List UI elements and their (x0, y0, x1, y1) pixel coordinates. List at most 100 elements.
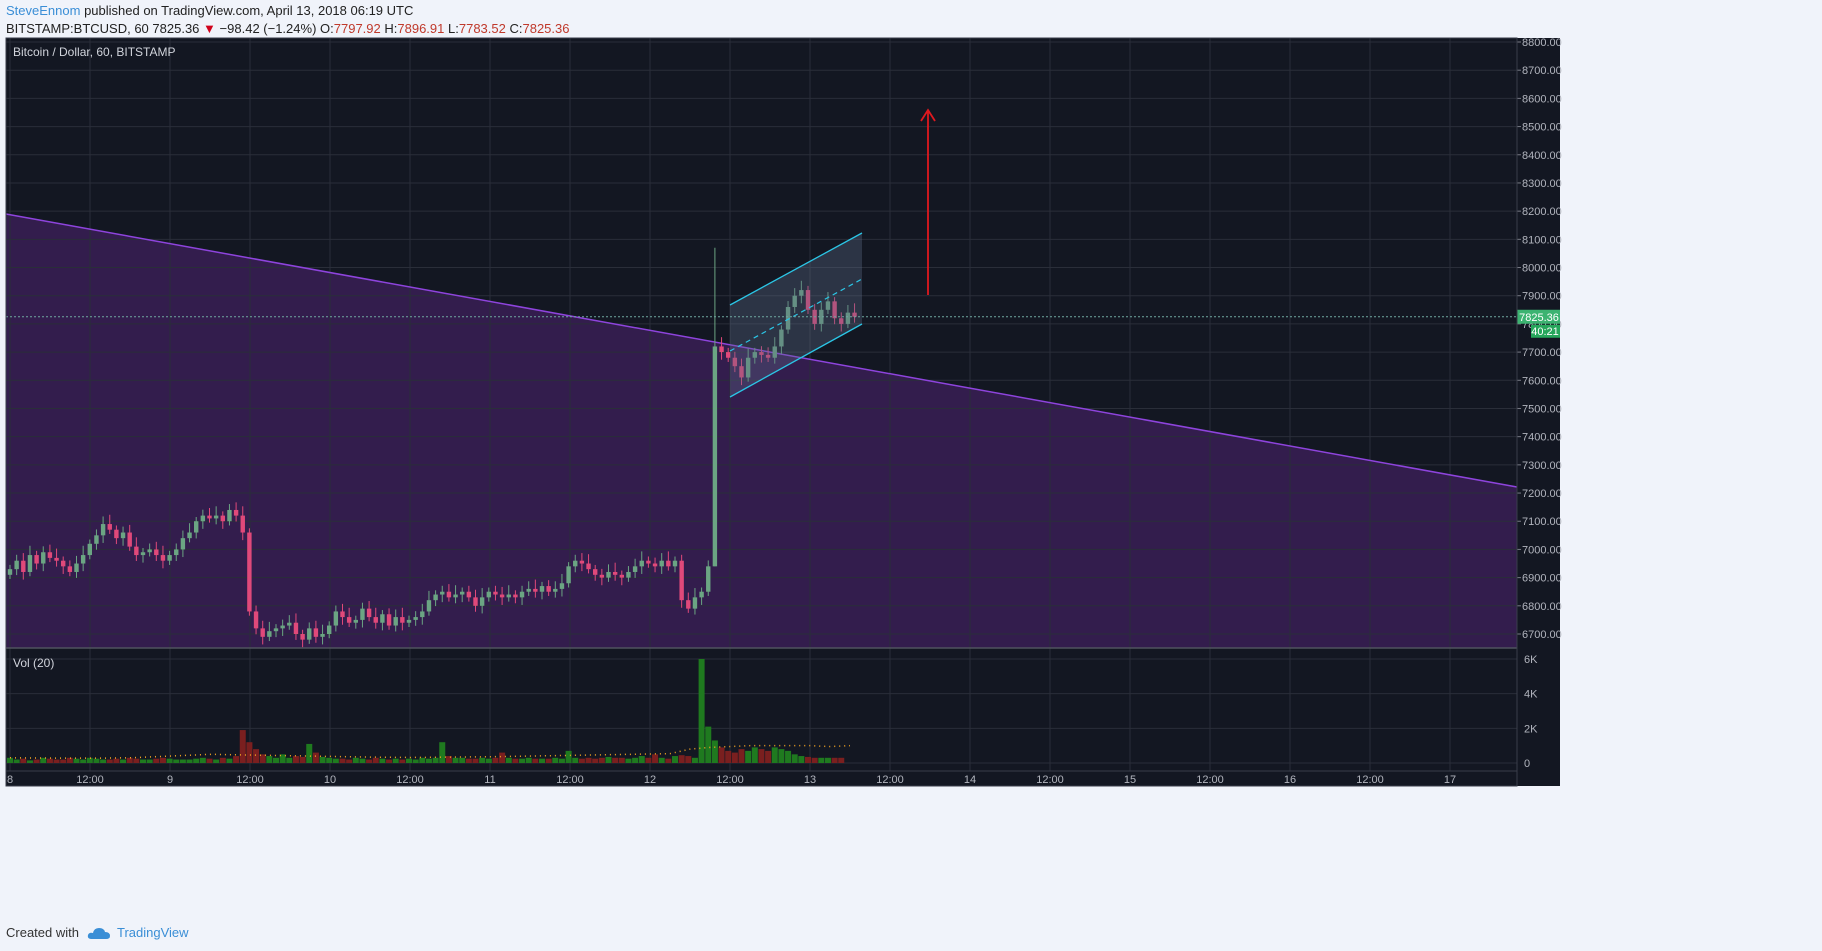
volume-bar (771, 747, 778, 763)
candle-body (47, 552, 53, 558)
channel-lower-line (729, 323, 863, 398)
volume-bar (632, 757, 639, 763)
ascending-channel (729, 232, 863, 398)
candle-body (100, 524, 106, 536)
candle-body (174, 549, 179, 556)
candle-body (672, 560, 678, 567)
candle-body (593, 569, 598, 575)
candle-body (213, 515, 219, 519)
volume-bar (120, 759, 127, 763)
volume-bar (778, 749, 785, 763)
volume-bar (352, 757, 359, 763)
volume-bar (40, 757, 47, 763)
x-tick-label: 10 (324, 774, 336, 786)
x-tick-label: 12:00 (1196, 774, 1224, 786)
published-text: published on TradingView.com, April 13, … (84, 3, 414, 18)
author-link[interactable]: SteveEnnom (6, 3, 81, 18)
y-tick-label: 7000.00 (1522, 544, 1562, 556)
candle-body (852, 312, 857, 317)
volume-bar (598, 757, 605, 763)
candle-body (227, 509, 232, 522)
volume-bar (339, 758, 346, 763)
candle-body (573, 560, 578, 567)
candle-body (460, 591, 465, 595)
symbol-legend: BITSTAMP:BTCUSD, 60 7825.36 ▼ −98.42 (−1… (6, 21, 569, 36)
volume-bar (359, 758, 366, 763)
candle-body (273, 628, 279, 632)
candle-body (493, 591, 498, 595)
candle-body (267, 631, 272, 637)
candle-body (333, 611, 339, 626)
candle-body (7, 569, 13, 575)
candle-body (140, 552, 146, 556)
volume-bar (698, 659, 705, 763)
candle-body (160, 555, 166, 561)
volume-bar (465, 758, 472, 763)
volume-bar (166, 758, 173, 763)
y-tick-label: 8800.00 (1522, 37, 1562, 49)
volume-bar (80, 759, 87, 763)
volume-bar (525, 757, 532, 763)
candle-body (380, 614, 385, 623)
x-tick-label: 8 (7, 774, 13, 786)
symbol-label[interactable]: BITSTAMP:BTCUSD, 60 (6, 21, 149, 36)
candle-body (346, 617, 352, 623)
candle-body (719, 346, 724, 353)
candle-body (692, 597, 698, 609)
volume-bar (572, 757, 579, 763)
close-value: 7825.36 (522, 21, 570, 36)
candle-body (612, 571, 618, 575)
candle-body (413, 617, 418, 620)
volume-bar (798, 756, 805, 763)
volume-bar (652, 754, 659, 763)
volume-tick-label: 2K (1524, 723, 1538, 735)
volume-bar (758, 749, 765, 763)
volume-bar (658, 757, 665, 763)
candle-body (14, 560, 19, 570)
candle-body (433, 594, 438, 601)
volume-bar (286, 757, 293, 763)
candle-body (519, 591, 525, 598)
x-tick-label: 12 (644, 774, 656, 786)
volume-bar (199, 757, 206, 763)
candle-body (646, 560, 651, 564)
y-tick-label: 6800.00 (1522, 601, 1562, 613)
x-tick-label: 17 (1444, 774, 1456, 786)
candle-body (247, 532, 252, 612)
x-tick-label: 13 (804, 774, 816, 786)
candle-body (819, 309, 824, 324)
volume-ma-line (9, 744, 851, 759)
volume-bar (206, 758, 213, 763)
candle-body (752, 352, 757, 358)
candle-body (699, 591, 704, 598)
candle-body (765, 354, 771, 358)
tradingview-link[interactable]: TradingView (116, 925, 189, 940)
volume-bar (332, 758, 339, 763)
candle-body (805, 290, 811, 310)
arrow-head (920, 108, 936, 122)
candle-body (499, 594, 505, 598)
candle-body (666, 560, 671, 567)
volume-bar (552, 757, 559, 763)
candle-body (479, 597, 485, 606)
candle-body (845, 312, 851, 324)
volume-bar (519, 758, 526, 763)
candle-body (147, 549, 152, 553)
candle-body (127, 532, 132, 547)
volume-bar (811, 757, 818, 763)
volume-bar (592, 758, 599, 763)
candle-body (426, 600, 432, 612)
candle-body (825, 301, 831, 310)
volume-bar (326, 757, 333, 763)
y-tick-label: 7500.00 (1522, 403, 1562, 415)
volume-tick-label: 4K (1524, 689, 1538, 701)
candle-body (739, 366, 744, 378)
volume-bar (13, 759, 20, 763)
candle-body (134, 546, 139, 556)
high-value: 7896.91 (397, 21, 445, 36)
volume-bar (425, 758, 432, 763)
candle-body (80, 555, 86, 564)
volume-bar (618, 757, 625, 763)
volume-bar (479, 757, 486, 763)
